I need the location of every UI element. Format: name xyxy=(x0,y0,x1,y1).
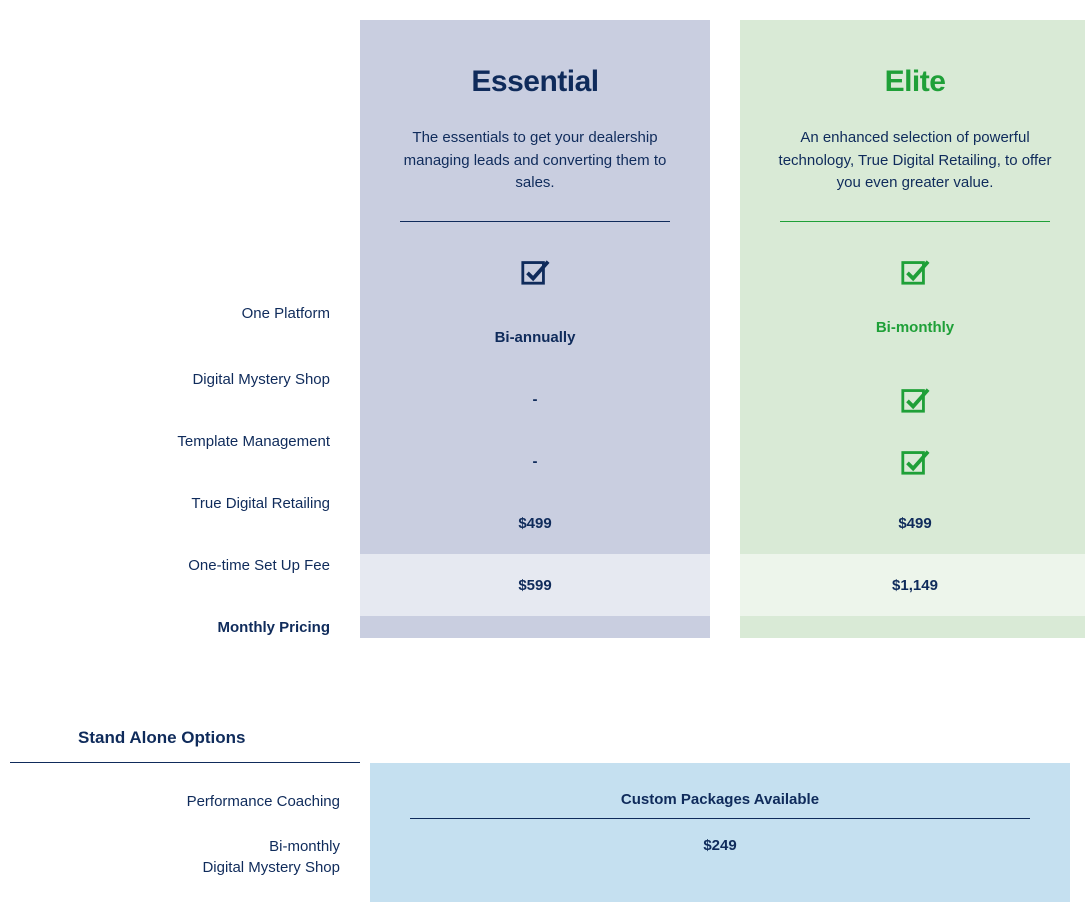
plan-cell-monthly: $599 xyxy=(360,554,710,616)
divider xyxy=(780,221,1050,222)
plan-cell: $499 xyxy=(390,492,680,554)
feature-label: One-time Set Up Fee xyxy=(0,534,360,596)
divider xyxy=(400,221,670,222)
plan-cell: - xyxy=(390,430,680,492)
check-icon xyxy=(900,446,930,476)
standalone-title: Stand Alone Options xyxy=(10,728,1085,762)
feature-labels-column: One Platform Digital Mystery Shop Templa… xyxy=(0,20,360,658)
check-icon xyxy=(900,256,930,286)
standalone-value: $249 xyxy=(410,837,1030,864)
plan-description-essential: The essentials to get your dealership ma… xyxy=(390,127,680,199)
feature-label: One Platform xyxy=(0,278,360,348)
plan-footer-spacer xyxy=(740,616,1085,638)
feature-label: Template Management xyxy=(0,410,360,472)
standalone-values-column: Custom Packages Available $249 xyxy=(370,763,1070,902)
feature-label: Digital Mystery Shop xyxy=(0,348,360,410)
plan-cell: $499 xyxy=(770,492,1060,554)
plan-cell xyxy=(770,368,1060,430)
plan-title-elite: Elite xyxy=(770,65,1060,99)
plan-cell xyxy=(390,236,680,306)
feature-label: True Digital Retailing xyxy=(0,472,360,534)
check-icon xyxy=(900,384,930,414)
plan-column-essential: Essential The essentials to get your dea… xyxy=(360,20,710,638)
standalone-label: Bi-monthly Digital Mystery Shop xyxy=(10,836,370,878)
divider xyxy=(410,818,1030,819)
plan-cell: Bi-monthly xyxy=(770,296,1060,358)
plan-description-elite: An enhanced selection of powerful techno… xyxy=(770,127,1060,199)
feature-label-monthly-pricing: Monthly Pricing xyxy=(0,596,360,658)
plan-cell-monthly: $1,149 xyxy=(740,554,1085,616)
standalone-grid: Performance Coaching Bi-monthly Digital … xyxy=(10,763,1085,902)
pricing-comparison-table: One Platform Digital Mystery Shop Templa… xyxy=(0,20,1085,658)
standalone-labels-column: Performance Coaching Bi-monthly Digital … xyxy=(10,763,370,902)
plan-title-essential: Essential xyxy=(390,65,680,99)
plan-footer-spacer xyxy=(360,616,710,638)
plan-cell xyxy=(770,430,1060,492)
standalone-value: Custom Packages Available xyxy=(410,791,1030,818)
check-icon xyxy=(520,256,550,286)
standalone-options-section: Stand Alone Options Performance Coaching… xyxy=(0,728,1085,902)
plan-cell: Bi-annually xyxy=(390,306,680,368)
plan-column-elite: Elite An enhanced selection of powerful … xyxy=(740,20,1085,638)
plan-cell: - xyxy=(390,368,680,430)
standalone-label: Performance Coaching xyxy=(10,791,370,812)
